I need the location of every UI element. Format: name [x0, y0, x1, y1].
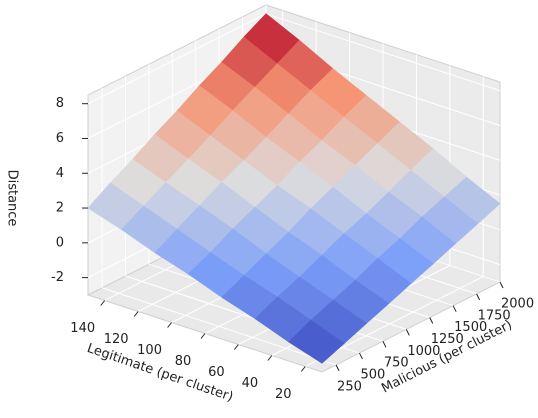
y-tick — [499, 281, 504, 289]
x-tick — [167, 322, 172, 328]
z-tick-label: 4 — [56, 166, 64, 181]
y-tick — [335, 364, 340, 372]
y-tick-label: 750 — [384, 356, 409, 371]
x-tick — [100, 300, 106, 306]
y-tick-label: 500 — [360, 368, 385, 383]
y-tick-label: 1500 — [454, 320, 487, 335]
grid-line — [87, 13, 267, 105]
y-tick-label: 1000 — [407, 344, 440, 359]
x-tick — [267, 355, 273, 361]
x-tick-label: 140 — [70, 321, 95, 336]
x-tick-label: 40 — [242, 376, 259, 391]
y-tick — [429, 317, 434, 324]
x-tick — [300, 366, 306, 372]
y-tick — [476, 293, 481, 301]
labels: 2040608010012014025050075010001250150017… — [51, 96, 534, 402]
y-tick-label: 1750 — [478, 308, 511, 323]
x-tick — [200, 333, 206, 339]
surface — [87, 13, 501, 364]
y-tick-label: 2000 — [501, 297, 534, 312]
z-axis-label: Distance — [5, 170, 20, 227]
y-tick — [382, 340, 387, 348]
z-tick-label: 8 — [56, 96, 64, 111]
y-tick — [452, 305, 457, 312]
z-tick-label: 2 — [56, 201, 64, 216]
z-tick-label: 0 — [56, 235, 64, 250]
y-tick-label: 1250 — [431, 332, 464, 347]
grid-line — [265, 13, 501, 92]
z-tick-label: 6 — [56, 131, 64, 146]
x-tick-label: 120 — [104, 332, 129, 347]
z-tick-label: -2 — [51, 270, 64, 285]
y-tick — [405, 329, 410, 336]
x-tick-label: 60 — [208, 365, 225, 380]
y-tick — [359, 352, 363, 360]
grid-line — [101, 287, 337, 366]
x-tick-label: 20 — [275, 387, 292, 402]
x-tick — [234, 344, 239, 350]
y-tick-label: 250 — [337, 379, 362, 394]
x-tick-label: 80 — [175, 354, 192, 369]
x-tick — [133, 311, 139, 317]
surface-cell — [288, 319, 345, 364]
x-tick-label: 100 — [137, 343, 162, 358]
